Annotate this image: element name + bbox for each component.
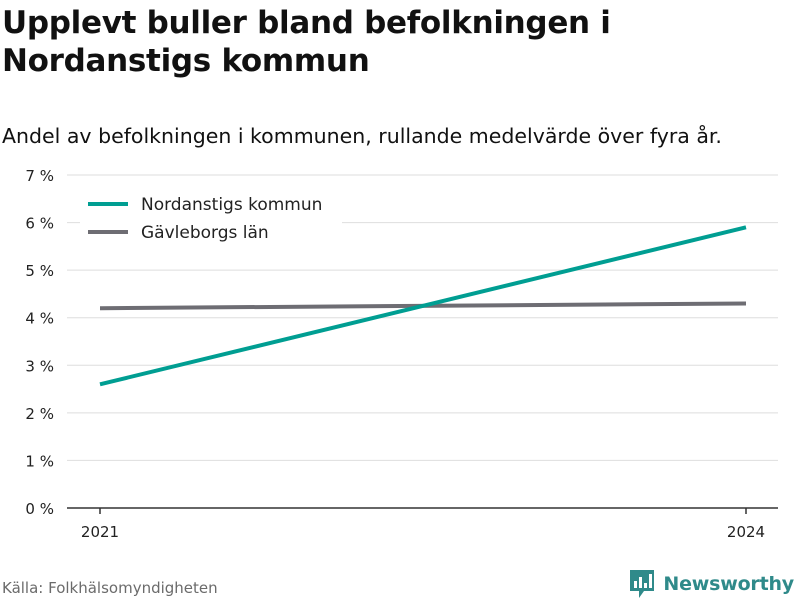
legend: Nordanstigs kommun Gävleborgs län — [80, 188, 342, 246]
x-tick-label: 2024 — [727, 523, 765, 541]
chart-subtitle: Andel av befolkningen i kommunen, rullan… — [2, 124, 722, 148]
y-tick-label: 3 % — [25, 357, 54, 375]
y-axis-tick-labels: 0 % 1 % 2 % 3 % 4 % 5 % 6 % 7 % — [25, 167, 54, 518]
y-tick-label: 4 % — [25, 310, 54, 328]
y-tick-label: 0 % — [25, 500, 54, 518]
newsworthy-logo-icon — [630, 570, 655, 598]
legend-background — [80, 188, 342, 246]
series-lines — [99, 225, 747, 387]
x-tick-label: 2021 — [81, 523, 119, 541]
brand-logo[interactable]: Newsworthy — [629, 568, 794, 600]
x-axis: 2021 2024 — [67, 507, 778, 541]
series-line-0 — [99, 225, 747, 387]
legend-label: Gävleborgs län — [141, 223, 269, 243]
source-note: Källa: Folkhälsomyndigheten — [2, 579, 218, 597]
y-tick-label: 2 % — [25, 405, 54, 423]
brand-name: Newsworthy — [663, 573, 794, 595]
y-tick-label: 5 % — [25, 262, 54, 280]
y-tick-label: 7 % — [25, 167, 54, 185]
legend-label: Nordanstigs kommun — [141, 195, 322, 215]
chart-title: Upplevt buller bland befolkningen i Nord… — [2, 5, 611, 79]
y-tick-label: 1 % — [25, 452, 54, 470]
y-tick-label: 6 % — [25, 215, 54, 233]
